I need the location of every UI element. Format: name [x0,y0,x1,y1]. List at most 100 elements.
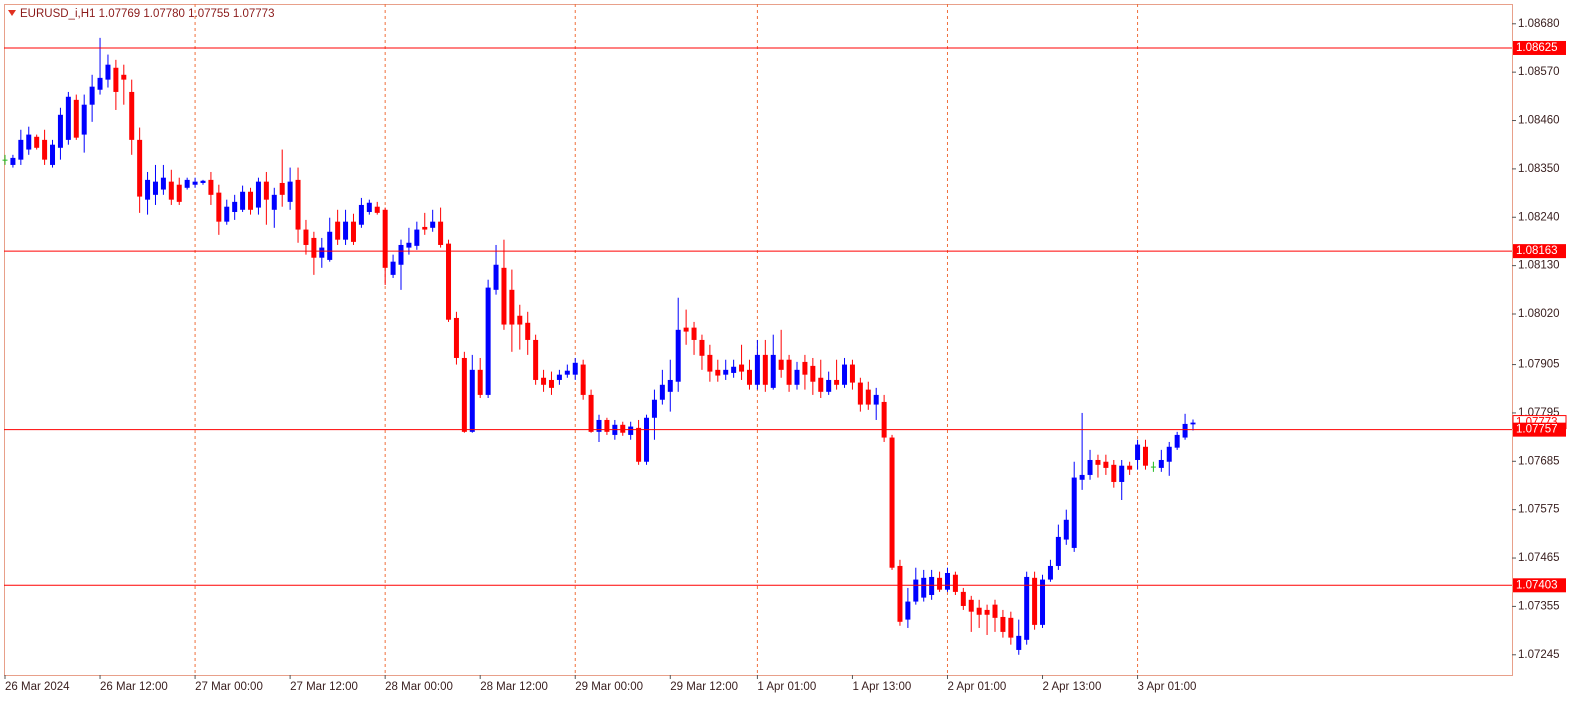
candle-body [26,134,32,150]
candle-body [216,192,222,222]
candle-body [905,601,911,620]
y-tick-label: 1.07575 [1518,504,1560,516]
candle-body [968,599,974,612]
candle-body [834,379,840,385]
candle-body [10,157,16,165]
candle-body [50,144,56,165]
candle-body [358,204,364,225]
candle-body [952,574,958,592]
candle-body [897,565,903,622]
candle-body [1190,422,1196,425]
candle-body [865,389,871,405]
candle-body [461,357,467,432]
level-label: 1.08625 [1516,42,1558,54]
candle-body [667,379,673,392]
candle-body [731,366,737,373]
candle-body [572,362,578,375]
candle-body [390,261,396,275]
candle-body [81,104,87,135]
candle-body [1142,446,1148,466]
candle-body [881,401,887,438]
candle-body [1166,446,1172,462]
candle-body [1087,459,1093,475]
y-tick-label: 1.07465 [1518,552,1560,564]
candle-body [580,364,586,395]
x-tick-label: 27 Mar 00:00 [195,681,263,693]
candle-body [548,379,554,388]
candle-body [65,96,71,140]
candle-body [1055,536,1061,566]
candle-body [786,359,792,385]
candle-body [596,419,602,432]
candle-body [137,139,143,197]
candle-body [889,437,895,568]
candle-body [279,182,285,195]
candle-body [636,427,642,462]
candle-body [992,604,998,618]
candle-body [438,221,444,245]
candle-body [976,607,982,615]
level-label-box [1513,578,1566,593]
candle-body [517,315,523,325]
candle-body [541,377,547,385]
x-tick-label: 1 Apr 13:00 [852,681,911,693]
candle-body [1182,423,1188,438]
candle-body [1158,459,1164,468]
level-label-box [1513,422,1566,437]
candle-body [152,181,158,195]
candle-body [1174,434,1180,448]
candle-body [113,67,119,92]
candle-body [921,577,927,598]
candle-body [105,64,111,80]
candle-body [406,242,412,248]
candle-body [754,354,760,385]
candle-body [849,364,855,383]
candle-body [350,221,356,242]
candle-body [477,369,483,395]
candle-body [1000,616,1006,632]
candle-body [129,91,135,140]
y-tick-label: 1.07245 [1518,649,1560,661]
candle-body [18,139,24,160]
candle-body [414,229,420,246]
candle-body [556,374,562,380]
candle-body [232,201,238,212]
x-tick-label: 29 Mar 12:00 [670,681,738,693]
candle-body [1063,519,1069,540]
candle-body [382,209,388,268]
y-tick-label: 1.07905 [1518,359,1560,371]
candle-body [842,364,848,385]
candle-body [929,576,935,595]
candle-body [248,191,254,210]
candle-body [525,322,531,340]
candle-body [794,369,800,385]
candle-body [319,247,325,258]
candle-body [699,339,705,356]
candle-body [97,77,103,90]
candle-body [826,379,832,392]
candle-body [802,361,808,375]
y-tick-label: 1.07355 [1518,600,1560,612]
candle-body [240,191,246,210]
candle-body [644,417,650,462]
chart-title: EURUSD_i,H1 1.07769 1.07780 1.07755 1.07… [20,8,274,20]
candle-body [446,243,452,320]
candle-body [913,579,919,602]
candle-body [160,177,166,190]
x-tick-label: 27 Mar 12:00 [290,681,358,693]
candle-body [984,609,990,615]
candle-body [192,181,198,185]
candle-body [295,179,301,230]
candle-body [1016,635,1022,650]
candle-body [1008,617,1014,638]
candle-body [628,426,634,435]
level-label: 1.07403 [1516,579,1558,591]
candle-body [604,419,610,432]
candle-body [651,399,657,418]
plot-border [4,4,1513,676]
candle-body [1119,465,1125,482]
candle-body [960,591,966,606]
candle-body [42,139,48,160]
